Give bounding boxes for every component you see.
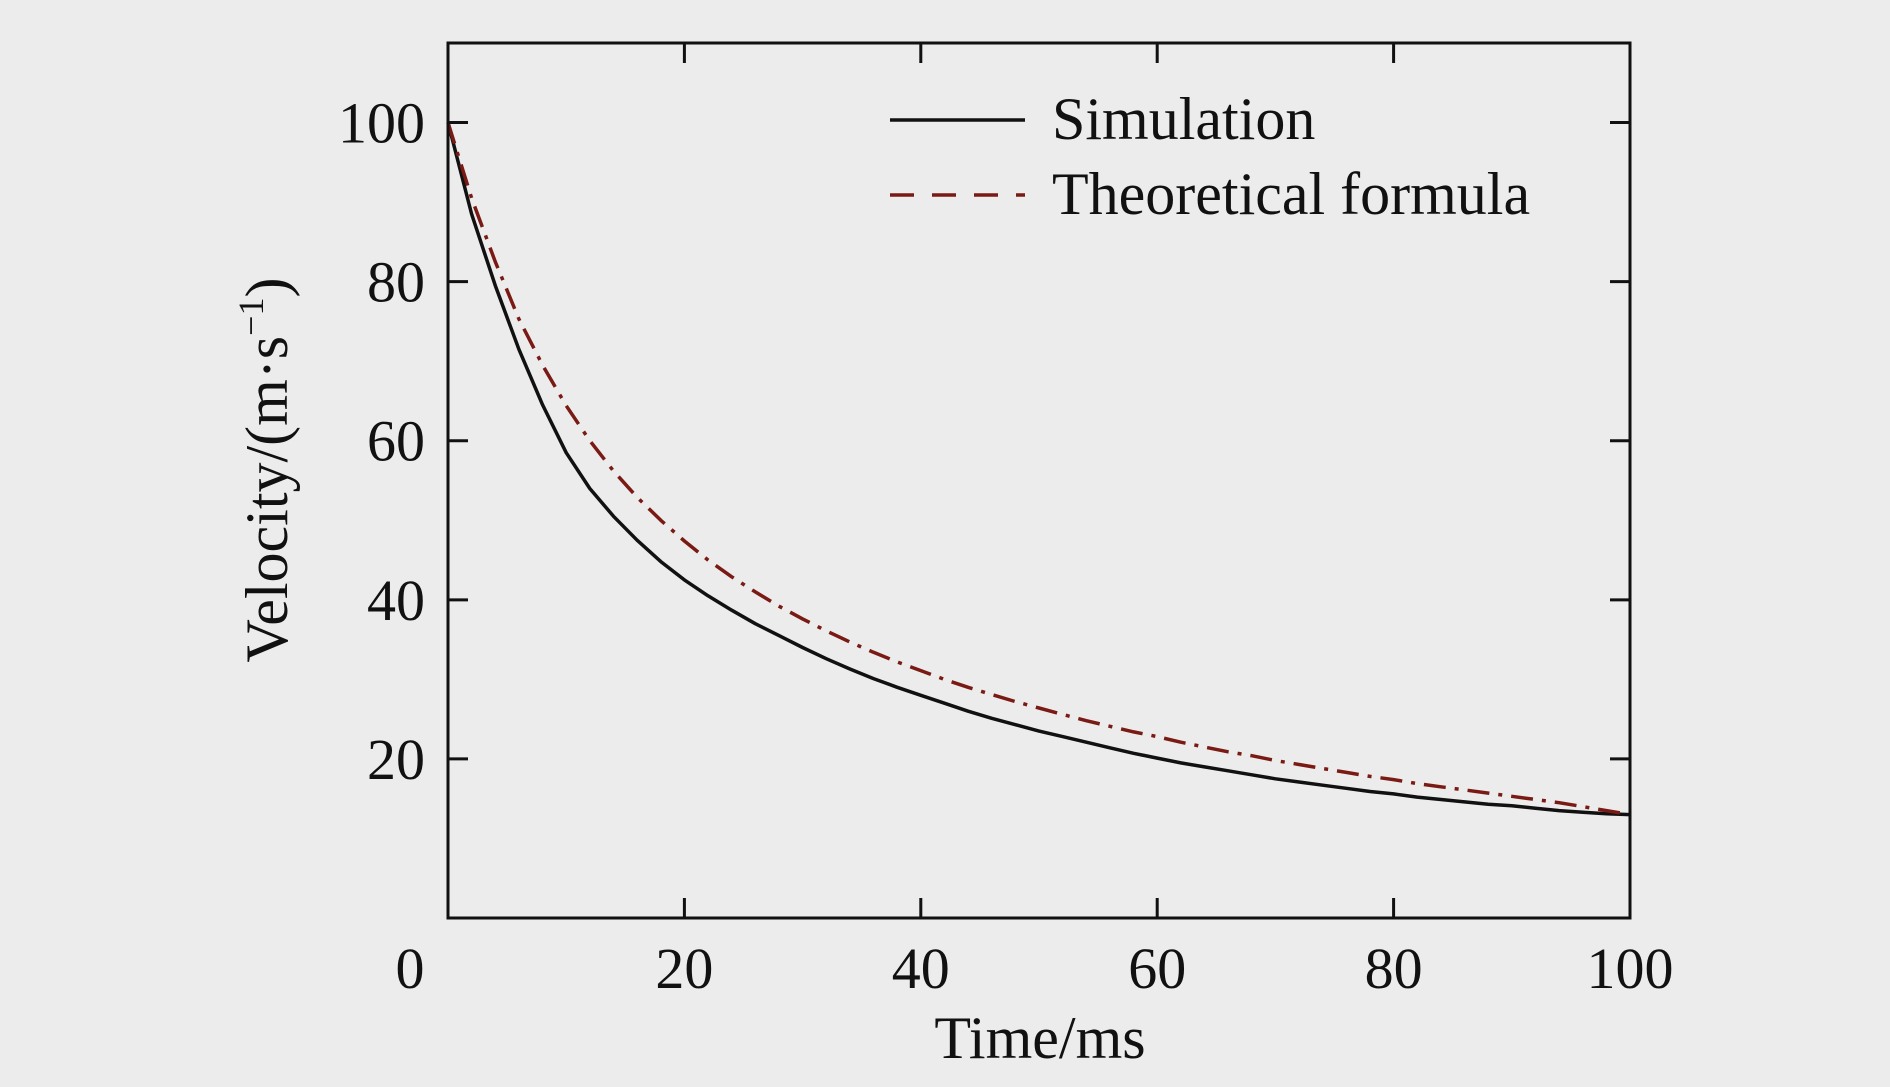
plot-frame bbox=[446, 41, 1632, 920]
x-axis-title: Time/ms bbox=[934, 1005, 1145, 1071]
plot-area bbox=[446, 121, 1631, 817]
y-axis-title-superscript: −1 bbox=[231, 298, 271, 336]
y-axis-title: Velocity/(m·s−1) bbox=[231, 278, 300, 663]
legend-label-theoretical-formula: Theoretical formula bbox=[1052, 161, 1530, 227]
legend-label-simulation: Simulation bbox=[1052, 86, 1315, 152]
y-tick-label-40: 40 bbox=[367, 568, 425, 633]
origin-tick-label: 0 bbox=[396, 936, 425, 1001]
y-tick-label-60: 60 bbox=[367, 409, 425, 474]
tick-labels: 20 40 60 80 100 20 40 60 80 100 bbox=[338, 91, 1674, 1001]
x-tick-label-80: 80 bbox=[1365, 936, 1423, 1001]
y-tick-label-20: 20 bbox=[367, 727, 425, 792]
series-line-theoretical-formula bbox=[446, 121, 1631, 817]
x-tick-label-20: 20 bbox=[655, 936, 713, 1001]
x-tick-label-100: 100 bbox=[1587, 936, 1674, 1001]
series-line-simulation bbox=[446, 122, 1631, 817]
legend: Simulation Theoretical formula bbox=[890, 86, 1530, 227]
y-axis-title-main: Velocity/(m·s bbox=[234, 336, 300, 663]
y-tick-label-80: 80 bbox=[367, 250, 425, 315]
y-tick-label-100: 100 bbox=[338, 91, 425, 156]
y-axis-title-close: ) bbox=[234, 278, 300, 298]
x-tick-label-40: 40 bbox=[892, 936, 950, 1001]
x-tick-label-60: 60 bbox=[1128, 936, 1186, 1001]
